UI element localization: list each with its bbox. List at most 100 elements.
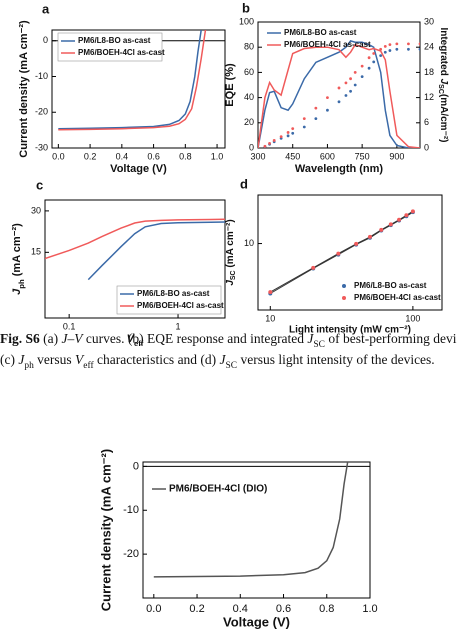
- series-line: [153, 462, 349, 578]
- y2-tick-label: 18: [424, 67, 434, 77]
- x-tick-label: 0.6: [147, 151, 160, 161]
- text-segment: versus light intensity of the devices.: [237, 352, 435, 367]
- data-point: [344, 81, 348, 85]
- data-point: [314, 117, 318, 120]
- data-point: [344, 94, 348, 97]
- chart-panel: c 0.1 1 15 30 Veff Jph (mA cm⁻²) PM6/L8-BO as-c…: [11, 177, 226, 348]
- series-line: [58, 30, 207, 131]
- text-segment: SC: [313, 340, 325, 350]
- text-segment: Fig. S6: [0, 331, 40, 346]
- y-axis-label: EQE (%): [224, 63, 236, 107]
- panel-letter: b: [242, 0, 250, 15]
- data-point: [286, 131, 290, 134]
- x-tick-label: 600: [320, 151, 335, 161]
- data-point: [383, 50, 387, 54]
- plot-area: [258, 40, 420, 148]
- data-point: [302, 125, 306, 129]
- data-point: [272, 139, 276, 142]
- text-segment: (mA cm⁻²): [11, 223, 23, 279]
- data-point: [258, 146, 260, 148]
- data-point: [263, 144, 267, 148]
- text-segment: Integrated: [438, 27, 449, 78]
- data-point: [372, 52, 376, 55]
- data-point: [379, 54, 383, 57]
- data-point: [314, 106, 318, 110]
- data-point: [326, 108, 329, 112]
- y-tick-label: 10: [244, 238, 254, 248]
- x-tick-label: 100: [405, 313, 420, 323]
- data-point: [410, 209, 415, 214]
- data-point: [268, 290, 273, 295]
- y-axis-label: Jph (mA cm⁻²): [11, 223, 26, 295]
- text-segment: characteristics and (d): [94, 352, 220, 367]
- legend-swatch: [342, 284, 346, 288]
- text-segment: J: [438, 79, 449, 85]
- plot-area: [268, 209, 415, 296]
- series-line: [45, 218, 225, 260]
- legend-box: [116, 285, 222, 315]
- data-point: [353, 71, 357, 74]
- data-point: [404, 213, 409, 218]
- data-point: [337, 86, 341, 90]
- data-point: [388, 222, 393, 227]
- x-tick-label: 0.4: [116, 151, 129, 161]
- x-tick-label: 0.6: [276, 603, 291, 615]
- data-point: [291, 127, 295, 131]
- data-point: [418, 42, 420, 46]
- y-tick-label: 60: [244, 67, 254, 77]
- series-line: [87, 221, 225, 281]
- series-line: [258, 43, 420, 148]
- x-tick-label: 900: [389, 151, 404, 161]
- x-axis-label: Voltage (V): [223, 614, 290, 629]
- data-point: [354, 241, 359, 246]
- data-point: [349, 77, 352, 81]
- text-segment: V: [75, 352, 85, 367]
- x-tick-label: 1.0: [362, 603, 377, 615]
- data-point: [349, 89, 352, 93]
- text-segment: (a): [40, 331, 62, 346]
- chart-panel: a 0.0 0.2 0.4 0.6 0.8 1.0 0 -10 -20 -30 Voltage (V)…: [18, 1, 226, 175]
- y-axis-label: JSC (mA cm⁻²): [225, 219, 238, 285]
- plot-frame: [142, 461, 371, 599]
- data-point: [367, 56, 371, 60]
- y2-tick-label: 12: [424, 92, 434, 102]
- data-point: [395, 42, 399, 46]
- y-tick-label: 30: [31, 205, 41, 215]
- y2-tick-label: 24: [424, 42, 434, 52]
- text-segment: J: [307, 331, 314, 346]
- data-point: [388, 49, 392, 52]
- data-point: [336, 251, 341, 256]
- y2-tick-label: 0: [424, 142, 429, 152]
- x-axis-label: Light intensity (mW cm⁻²): [289, 325, 411, 336]
- plot-frame: [51, 29, 226, 149]
- x-tick-label: 0.8: [179, 151, 192, 161]
- caption-line: (c) Jph versus Veff characteristics and …: [0, 352, 435, 371]
- y-tick-label: 0: [249, 142, 254, 152]
- x-axis-label: Voltage (V): [110, 163, 167, 175]
- text-segment: (mA cm⁻²): [225, 219, 236, 270]
- y-axis-label: Current density (mA cm⁻²): [98, 449, 113, 611]
- y-tick-label: 20: [244, 117, 254, 127]
- y2-tick-label: 30: [424, 16, 434, 26]
- data-point: [383, 44, 387, 48]
- y-tick-label: -20: [123, 548, 139, 560]
- data-point: [388, 43, 392, 47]
- y-tick-label: 0: [133, 460, 139, 472]
- text-segment: SC: [226, 361, 238, 371]
- legend-label: PM6/L8-BO as-cast: [137, 289, 210, 298]
- x-tick-label: 1: [176, 321, 181, 331]
- plot-area: [45, 218, 225, 281]
- text-segment: eff: [134, 339, 144, 348]
- x-tick-label: 0.1: [63, 321, 76, 331]
- data-point: [279, 135, 283, 139]
- text-segment: V: [127, 333, 136, 345]
- plot-frame: [44, 199, 226, 319]
- text-segment: SC: [230, 270, 237, 280]
- fit-line: [270, 210, 414, 293]
- data-point: [367, 234, 372, 239]
- text-segment: J–V: [62, 331, 85, 346]
- chart-panel: 0.0 0.2 0.4 0.6 0.8 1.0 0 -10 -20 Voltage (V) Curr…: [98, 449, 377, 630]
- data-point: [268, 141, 271, 145]
- legend-label: PM6/BOEH-4Cl (DIO): [169, 484, 267, 495]
